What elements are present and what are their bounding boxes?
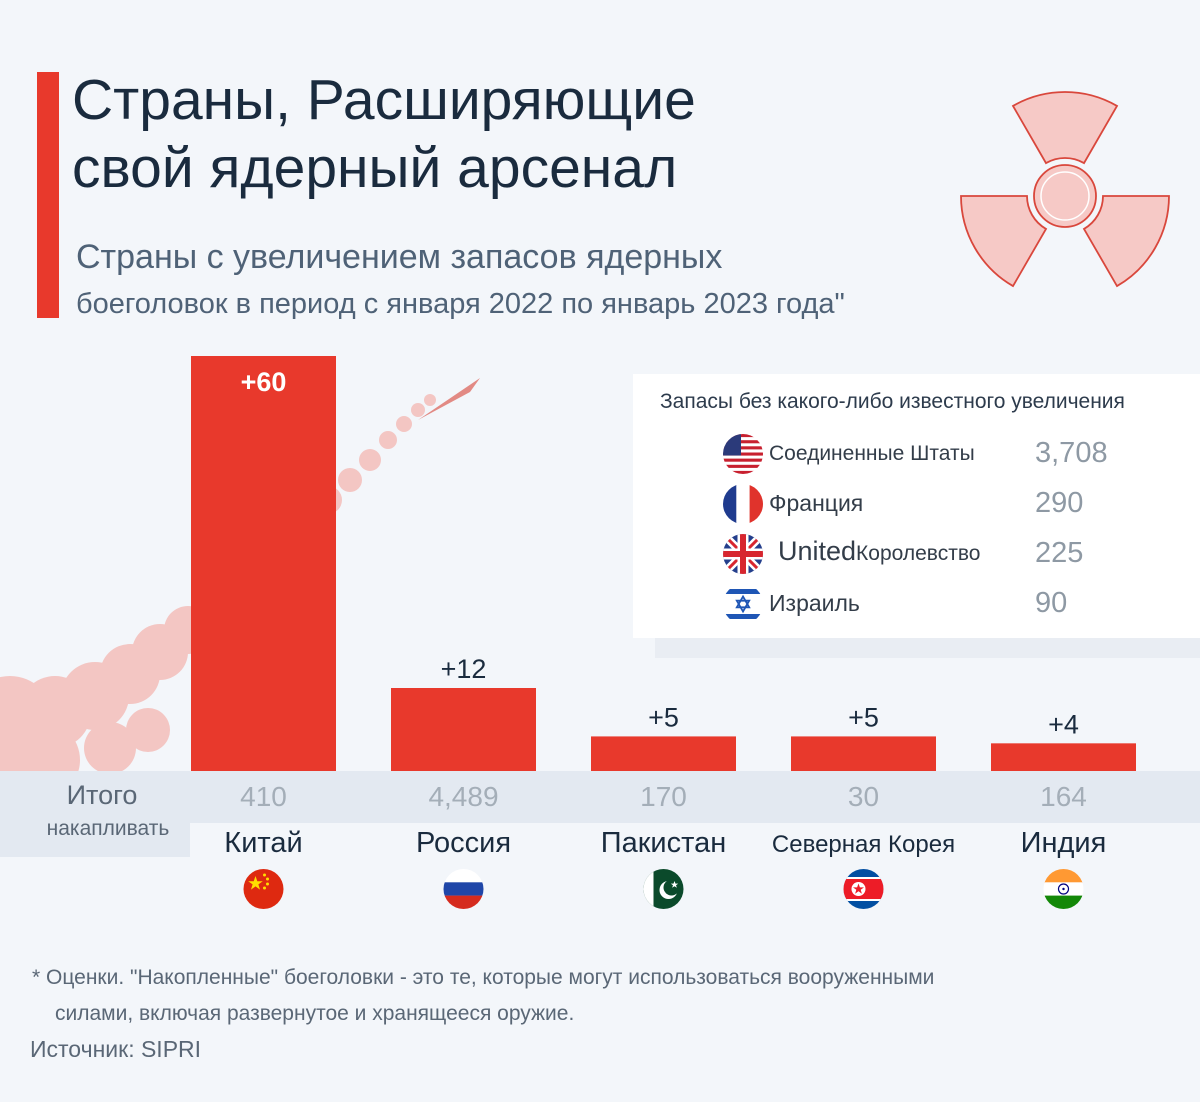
legend-row-france: Франция 290: [723, 482, 1183, 526]
trefoil-center-ring: [1040, 171, 1090, 221]
page-title: Страны, Расширяющие свой ядерный арсенал: [72, 66, 832, 202]
smoke-puff-22: [0, 707, 58, 783]
total-value: 164: [1040, 781, 1087, 812]
bar-value-label: +60: [241, 367, 287, 397]
bar-2: [591, 736, 736, 771]
north-korea-flag-icon: [843, 869, 884, 909]
radiation-trefoil-icon: [960, 91, 1170, 288]
trefoil-blade-1: [1082, 195, 1170, 288]
total-value: 410: [240, 781, 287, 812]
bar-value-label: +4: [1048, 709, 1079, 739]
smoke-puff-16: [411, 403, 425, 417]
bar-chart: Итого накапливать +60 410 Китай +12 4,489 Росси…: [0, 356, 1200, 909]
smoke-puff-13: [359, 449, 381, 471]
uk-flag-icon: [723, 534, 763, 574]
title-accent-bar: [37, 72, 59, 318]
legend-title: Запасы без какого-либо известного увелич…: [660, 390, 1125, 413]
bar-3: [791, 736, 936, 771]
russia-flag-icon: [443, 869, 484, 909]
trefoil-center: [1033, 164, 1097, 228]
israel-flag-icon: [723, 584, 763, 624]
bar-value-label: +12: [441, 654, 487, 684]
legend-value: 3,708: [1035, 437, 1108, 469]
trefoil-blade-0: [1011, 91, 1119, 165]
smoke-puff-17: [424, 394, 436, 406]
category-label: Северная Корея: [772, 831, 955, 858]
china-flag-icon: [243, 869, 284, 909]
bar-1: [391, 688, 536, 771]
france-flag-icon: [723, 484, 763, 524]
smoke-puff-15: [396, 416, 412, 432]
category-label: Пакистан: [601, 827, 726, 859]
no-increase-legend: Запасы без какого-либо известного увелич…: [633, 374, 1200, 638]
india-flag-icon: [1043, 869, 1084, 909]
pakistan-flag-icon: [643, 869, 684, 909]
legend-country: Соединенные Штаты: [769, 442, 975, 465]
source-credit: Источник: SIPRI: [30, 1036, 202, 1062]
usa-flag-icon: [723, 434, 763, 474]
legend-country: UnitedКоролевство: [778, 536, 980, 567]
legend-country: Израиль: [769, 590, 860, 616]
footnote-line-1: * Оценки. "Накопленные" боеголовки - это…: [32, 966, 935, 989]
smoke-puff-21: [126, 708, 170, 752]
title-line-1: Страны, Расширяющие: [72, 68, 696, 132]
total-value: 4,489: [428, 781, 498, 812]
subtitle-line-2: боеголовок в период с января 2022 по янв…: [76, 288, 845, 320]
bar-value-label: +5: [848, 702, 879, 732]
bar-4: [991, 743, 1136, 771]
legend-row-israel: Израиль 90: [723, 582, 1183, 626]
legend-value: 90: [1035, 587, 1068, 619]
legend-value: 290: [1035, 487, 1084, 519]
category-label: Индия: [1021, 827, 1107, 859]
smoke-puff-20: [84, 722, 136, 774]
legend-country: Франция: [769, 490, 864, 516]
legend-country-suffix: Королевство: [856, 542, 981, 565]
footnote-line-2: силами, включая развернутое и хранящееся…: [55, 1002, 575, 1025]
category-label: Китай: [224, 827, 302, 859]
legend-value: 225: [1035, 537, 1084, 569]
footnote: * Оценки. "Накопленные" боеголовки - это…: [32, 960, 934, 1032]
title-line-2: свой ядерный арсенал: [72, 136, 678, 200]
total-value: 30: [848, 781, 879, 812]
legend-row-uk: UnitedКоролевство 225: [723, 532, 1183, 576]
bar-0: [191, 356, 336, 771]
category-label: Россия: [416, 827, 511, 859]
totals-label-bg: [0, 823, 190, 857]
subtitle-line-1: Страны с увеличением запасов ядерных: [76, 238, 723, 276]
total-value: 170: [640, 781, 687, 812]
totals-band: [0, 771, 1200, 823]
totals-label-line-2: накапливать: [47, 817, 170, 840]
smoke-puff-12: [338, 468, 362, 492]
bar-value-label: +5: [648, 702, 679, 732]
smoke-puff-14: [379, 431, 397, 449]
rocket-icon: [418, 378, 480, 420]
trefoil-blade-2: [960, 195, 1048, 288]
legend-country-prefix: United: [778, 536, 857, 566]
legend-row-usa: Соединенные Штаты 3,708: [723, 432, 1183, 476]
totals-label-line-1: Итого: [67, 780, 138, 810]
